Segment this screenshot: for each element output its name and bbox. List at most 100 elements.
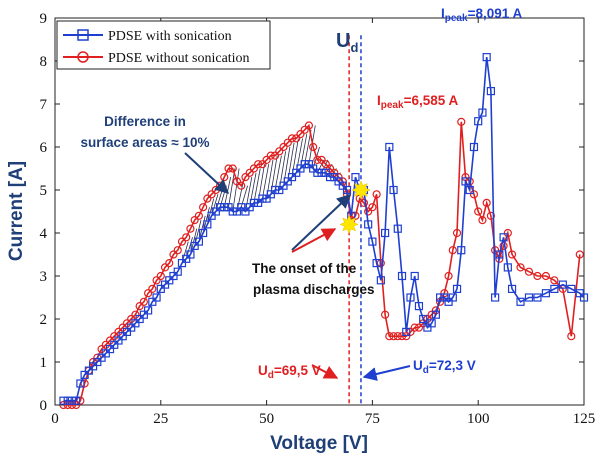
onset-highlight-star <box>339 214 359 235</box>
y-tick-label: 1 <box>40 355 48 371</box>
point-with-sonication <box>72 396 81 405</box>
point-with-sonication <box>194 237 203 246</box>
point-without-sonication <box>283 138 292 147</box>
point-with-sonication <box>152 293 161 302</box>
point-without-sonication <box>516 263 525 272</box>
point-with-sonication <box>135 314 144 324</box>
point-without-sonication <box>397 332 407 341</box>
point-with-sonication <box>495 250 504 259</box>
point-with-sonication <box>452 284 462 293</box>
x-tick-label: 75 <box>365 411 380 427</box>
onset-label-line1: The onset of the <box>252 261 357 276</box>
point-without-sonication <box>241 173 250 182</box>
point-with-sonication <box>482 53 491 62</box>
point-without-sonication <box>266 151 275 160</box>
point-with-sonication <box>304 160 314 169</box>
legend-box <box>56 20 271 70</box>
point-without-sonication <box>279 142 288 152</box>
point-with-sonication <box>169 271 178 281</box>
point-without-sonication <box>186 224 195 233</box>
point-without-sonication <box>254 160 263 169</box>
point-without-sonication <box>567 332 576 341</box>
point-with-sonication <box>334 177 343 186</box>
point-without-sonication <box>207 190 216 199</box>
point-without-sonication <box>300 125 309 134</box>
point-with-sonication <box>59 396 68 405</box>
x-axis-label: Voltage [V] <box>270 433 368 454</box>
point-with-sonication <box>63 396 72 405</box>
hatch-line <box>274 155 282 191</box>
point-with-sonication <box>414 302 424 311</box>
point-with-sonication <box>97 353 106 362</box>
ud-blue-label: Ud=72,3 V <box>413 358 476 376</box>
hatch-line <box>228 168 236 208</box>
point-with-sonication <box>144 306 153 315</box>
point-with-sonication <box>182 254 191 263</box>
ud-top-label: Ud <box>336 30 358 55</box>
point-with-sonication <box>550 284 559 293</box>
difference-label-line1: Difference in <box>104 114 186 129</box>
point-with-sonication <box>419 314 428 324</box>
point-without-sonication <box>364 207 373 216</box>
point-with-sonication <box>173 267 182 276</box>
point-without-sonication <box>541 271 551 281</box>
series-layer <box>59 53 589 410</box>
point-without-sonication <box>262 155 271 164</box>
ud-red-arrow <box>311 364 339 379</box>
hatch-line <box>253 168 261 203</box>
point-without-sonication <box>410 323 419 332</box>
point-with-sonication <box>389 185 398 195</box>
legend: PDSE with sonication PDSE without sonica… <box>56 20 271 70</box>
hatch-line <box>304 129 312 165</box>
onset-arrow-navy <box>291 194 352 251</box>
point-without-sonication <box>491 246 500 255</box>
point-without-sonication <box>160 263 170 272</box>
point-with-sonication <box>80 370 89 379</box>
point-with-sonication <box>397 271 407 281</box>
point-without-sonication <box>325 164 335 173</box>
point-without-sonication <box>194 211 203 220</box>
point-without-sonication <box>533 271 542 281</box>
point-without-sonication <box>309 142 318 152</box>
point-without-sonication <box>97 345 106 354</box>
point-without-sonication <box>135 302 144 311</box>
point-with-sonication <box>330 173 339 182</box>
point-with-sonication <box>313 168 322 177</box>
point-with-sonication <box>321 168 330 177</box>
point-without-sonication <box>287 134 297 143</box>
onset-arrow-red <box>291 228 337 253</box>
difference-label-line2: surface areas ≈ 10% <box>81 135 210 150</box>
point-with-sonication <box>461 177 470 186</box>
point-without-sonication <box>359 198 369 207</box>
point-with-sonication <box>342 185 352 195</box>
point-with-sonication <box>186 250 195 259</box>
point-without-sonication <box>474 207 483 216</box>
point-without-sonication <box>507 250 517 259</box>
point-with-sonication <box>275 185 284 195</box>
point-with-sonication <box>478 108 487 117</box>
ud-blue-arrow <box>362 365 411 381</box>
point-with-sonication <box>160 280 170 289</box>
point-without-sonication <box>144 289 153 298</box>
point-without-sonication <box>296 130 305 139</box>
point-with-sonication <box>228 207 237 216</box>
point-with-sonication <box>292 168 301 177</box>
point-with-sonication <box>406 293 415 302</box>
point-without-sonication <box>190 216 199 225</box>
y-tick-label: 2 <box>40 312 48 328</box>
point-without-sonication <box>139 297 148 306</box>
point-without-sonication <box>249 164 259 173</box>
y-tick-label: 5 <box>40 183 48 199</box>
point-with-sonication <box>203 220 212 229</box>
y-tick-label: 0 <box>40 398 48 414</box>
point-with-sonication <box>368 237 377 246</box>
point-without-sonication <box>575 250 584 259</box>
point-without-sonication <box>152 276 161 285</box>
point-without-sonication <box>258 160 267 169</box>
point-with-sonication <box>436 293 445 302</box>
point-with-sonication <box>393 224 402 233</box>
point-with-sonication <box>444 297 453 306</box>
legend-label-blue: PDSE with sonication <box>108 29 232 44</box>
ipeak-blue-label: Ipeak=8,091 A <box>441 6 522 24</box>
point-without-sonication <box>372 190 381 199</box>
